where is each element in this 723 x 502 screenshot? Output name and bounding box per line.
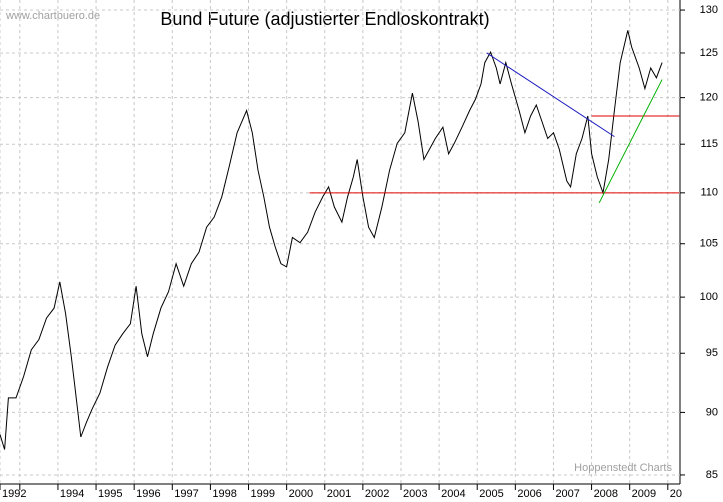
y-tick-label: 125 <box>700 47 718 59</box>
x-tick-label: 1996 <box>136 488 160 500</box>
source: Hoppenstedt Charts <box>574 462 672 474</box>
x-tick-label: 2009 <box>632 488 656 500</box>
x-tick-label: 2004 <box>441 488 465 500</box>
x-tick-label: 2003 <box>403 488 427 500</box>
x-tick-label: 2001 <box>327 488 351 500</box>
y-tick-label: 85 <box>706 469 718 481</box>
trend-line <box>486 52 615 138</box>
x-tick-label: 2007 <box>555 488 579 500</box>
x-tick-label: 2002 <box>365 488 389 500</box>
y-tick-label: 105 <box>700 238 718 250</box>
x-tick-label: 1998 <box>212 488 236 500</box>
y-tick-label: 130 <box>700 4 718 16</box>
x-tick-label: 1995 <box>98 488 122 500</box>
x-tick-label: 1997 <box>174 488 198 500</box>
x-tick-label: 2005 <box>479 488 503 500</box>
x-tick-label: 20 <box>670 488 682 500</box>
trend-line <box>598 79 663 204</box>
x-tick-label: 2008 <box>594 488 618 500</box>
y-tick-label: 120 <box>700 92 718 104</box>
y-tick-label: 110 <box>700 187 718 199</box>
x-tick-label: 1992 <box>2 488 26 500</box>
y-tick-label: 90 <box>706 406 718 418</box>
y-tick-label: 100 <box>700 291 718 303</box>
price-line <box>0 30 663 450</box>
watermark: www.chartbuero.de <box>5 10 100 22</box>
x-tick-label: 2006 <box>517 488 541 500</box>
y-tick-label: 95 <box>706 347 718 359</box>
x-tick-label: 1999 <box>251 488 275 500</box>
x-tick-label: 1994 <box>60 488 84 500</box>
y-tick-label: 115 <box>700 138 718 150</box>
x-tick-label: 2000 <box>289 488 313 500</box>
